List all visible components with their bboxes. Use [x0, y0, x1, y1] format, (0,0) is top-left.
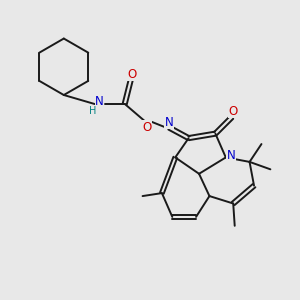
Text: O: O: [127, 68, 136, 81]
Text: N: N: [227, 149, 236, 162]
Text: N: N: [95, 95, 104, 108]
Text: H: H: [89, 106, 97, 116]
Text: O: O: [142, 121, 152, 134]
Text: O: O: [229, 105, 238, 118]
Text: N: N: [165, 116, 174, 129]
